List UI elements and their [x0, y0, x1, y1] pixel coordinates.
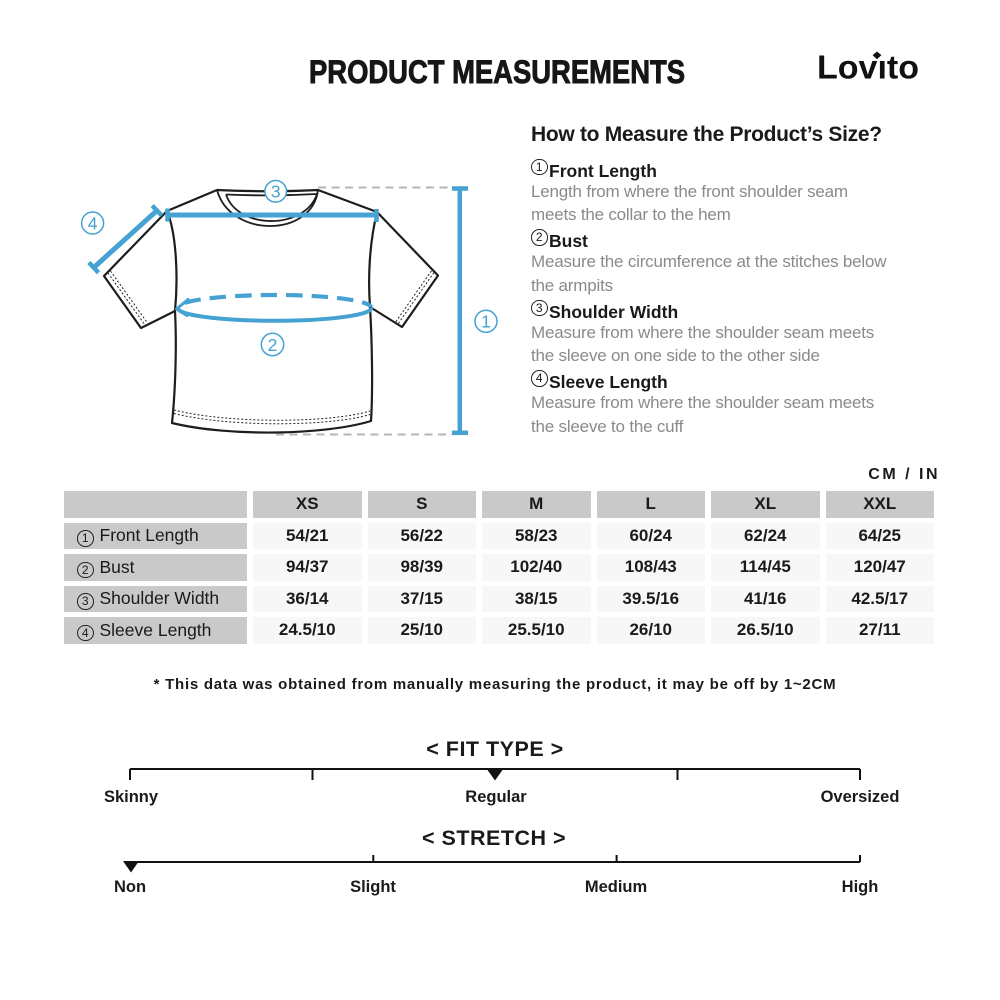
svg-text:PRODUCT MEASUREMENTS: PRODUCT MEASUREMENTS [309, 54, 685, 90]
svg-text:3: 3 [271, 182, 281, 202]
svg-text:2: 2 [268, 335, 278, 355]
svg-text:1: 1 [481, 312, 491, 332]
svg-text:4: 4 [88, 213, 98, 233]
svg-text:Lovıto: Lovıto [817, 49, 919, 86]
